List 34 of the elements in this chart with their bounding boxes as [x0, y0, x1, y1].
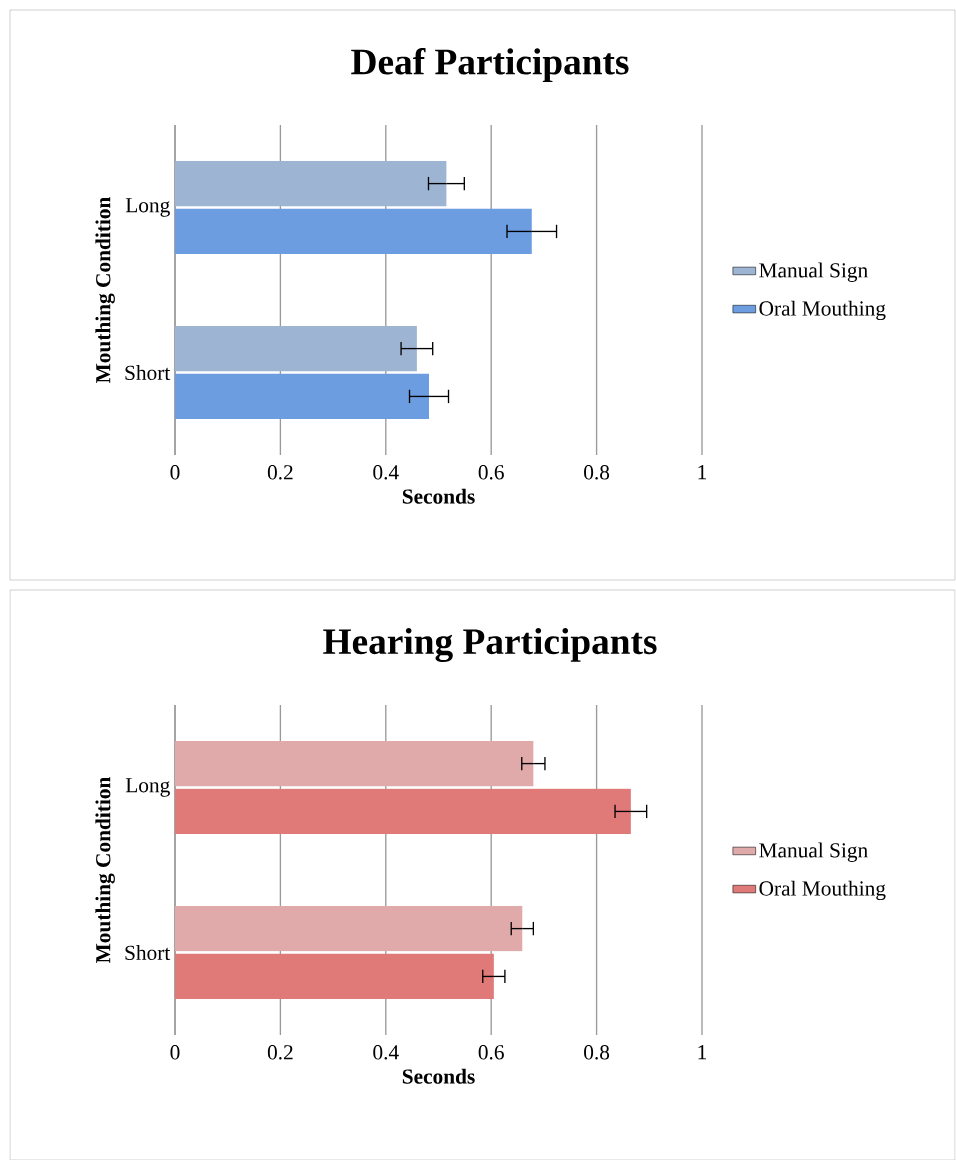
- bar: [175, 208, 532, 255]
- x-tick-label: 0.4: [373, 465, 399, 480]
- bar: [175, 953, 494, 1000]
- x-tick-label: 1: [698, 465, 707, 480]
- legend-label: Manual Sign: [759, 262, 868, 282]
- bar: [175, 373, 430, 420]
- x-axis-title: Seconds: [402, 488, 475, 504]
- bar: [175, 905, 523, 952]
- x-tick-label: 0: [170, 465, 180, 480]
- x-tick-label: 0.4: [373, 1045, 399, 1060]
- x-tick-label: 0.6: [478, 1045, 504, 1060]
- y-tick-label: Long: [125, 198, 170, 217]
- y-tick-label: Short: [125, 365, 171, 381]
- x-tick-label: 0.8: [584, 1045, 610, 1060]
- y-axis-title: Mouthing Condition: [95, 776, 115, 964]
- x-tick-label: 1: [698, 1045, 707, 1060]
- y-tick-label: Short: [125, 945, 171, 961]
- chart-title: Deaf Participants: [351, 47, 629, 83]
- legend-label: Oral Mouthing: [759, 300, 886, 321]
- bar: [175, 160, 447, 207]
- x-tick-label: 0.2: [267, 1045, 293, 1060]
- legend-label: Oral Mouthing: [759, 880, 886, 901]
- x-axis-title: Seconds: [402, 1068, 475, 1084]
- y-tick-label: Long: [125, 778, 170, 797]
- x-tick-label: 0.6: [478, 465, 504, 480]
- x-tick-label: 0.2: [267, 465, 293, 480]
- bar: [175, 788, 631, 835]
- x-tick-label: 0.8: [584, 465, 610, 480]
- x-tick-label: 0: [170, 1045, 180, 1060]
- bar: [175, 740, 534, 787]
- bar: [175, 325, 417, 372]
- legend-label: Manual Sign: [759, 842, 868, 862]
- y-axis-title: Mouthing Condition: [95, 196, 115, 384]
- chart-title: Hearing Participants: [323, 627, 657, 663]
